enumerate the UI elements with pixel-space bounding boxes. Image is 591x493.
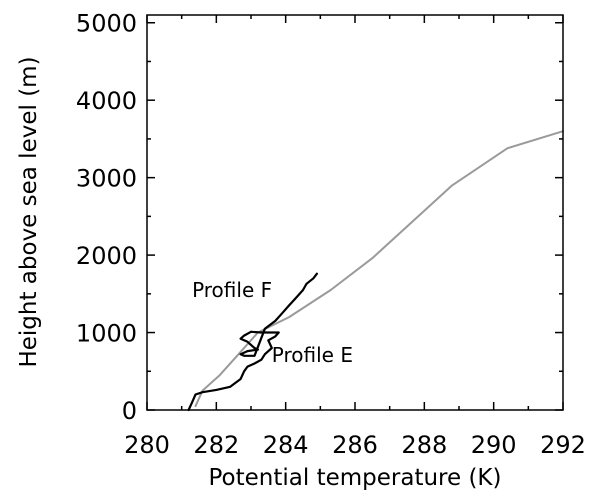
- plot-frame: [146, 14, 564, 411]
- series-layer: [187, 130, 564, 412]
- x-tick-label: 284: [263, 431, 309, 459]
- x-tick-label: 290: [471, 431, 517, 459]
- y-tick-label: 2000: [76, 242, 137, 270]
- annotation-profile-f: Profile F: [192, 278, 272, 302]
- y-axis-label: Height above sea level (m): [16, 56, 42, 367]
- x-tick-label: 288: [401, 431, 447, 459]
- ticks-layer: [146, 15, 564, 411]
- series-line-3: [239, 272, 318, 357]
- series-line-1: [194, 130, 564, 408]
- x-tick-label: 292: [540, 431, 586, 459]
- x-axis-label: Potential temperature (K): [209, 465, 502, 491]
- y-tick-label: 4000: [76, 87, 137, 115]
- y-tick-label: 0: [122, 397, 137, 425]
- y-tick-label: 3000: [76, 165, 137, 193]
- annotations-layer: Profile F Profile E: [192, 278, 353, 367]
- series-line-2: [187, 330, 280, 412]
- y-tick-label: 1000: [76, 320, 137, 348]
- x-tick-label: 282: [193, 431, 239, 459]
- x-tick-label: 280: [124, 431, 170, 459]
- annotation-profile-e: Profile E: [272, 343, 353, 367]
- x-tick-label: 286: [332, 431, 378, 459]
- labels-layer: 280 282 284 286 288 290 292 0 1000 2000 3000 4000 50…: [76, 10, 586, 459]
- y-tick-label: 5000: [76, 10, 137, 38]
